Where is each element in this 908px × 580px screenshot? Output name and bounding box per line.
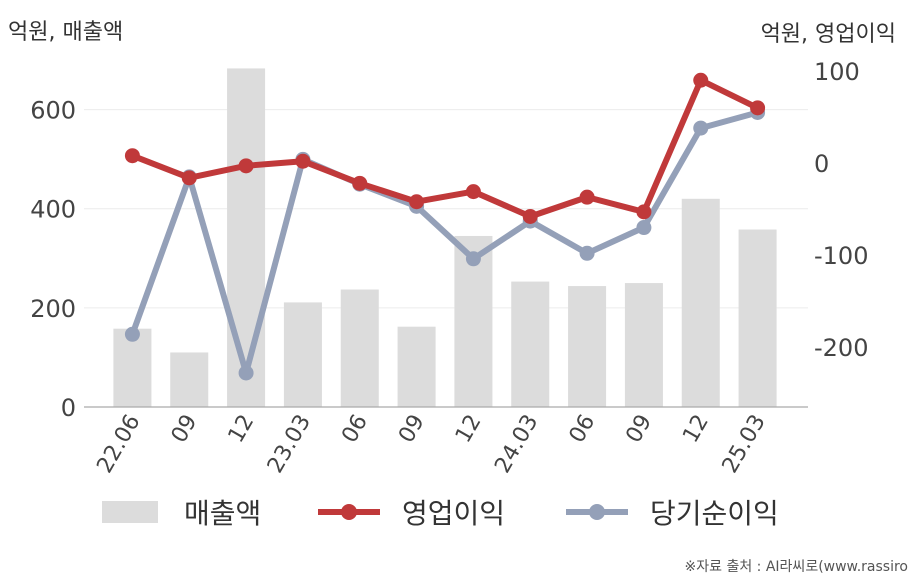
x-tick-label: 12 <box>451 411 487 448</box>
data-point <box>693 72 709 88</box>
x-tick-label: 12 <box>224 411 260 448</box>
data-point <box>579 189 595 205</box>
data-point <box>522 208 538 224</box>
data-point <box>295 153 311 169</box>
right-tick-label: 100 <box>814 58 860 86</box>
series-line <box>129 77 761 220</box>
data-point <box>181 170 197 186</box>
data-point <box>636 220 652 236</box>
bar <box>511 281 550 407</box>
bar <box>170 352 209 407</box>
legend-item-net-income: 당기순이익 <box>566 492 779 532</box>
right-axis-ticks: -200 -100 0 100 <box>814 58 868 362</box>
left-axis-ticks: 0 200 400 600 <box>30 97 76 422</box>
data-point <box>465 184 481 200</box>
legend-label-sales: 매출액 <box>184 497 262 530</box>
left-tick-label: 600 <box>30 97 76 125</box>
data-point <box>465 251 481 267</box>
right-tick-label: -200 <box>814 334 868 362</box>
data-point <box>238 365 254 381</box>
right-tick-label: -100 <box>814 242 868 270</box>
sales-bars <box>113 68 777 408</box>
series-line <box>129 109 761 376</box>
x-tick-label: 24.03 <box>490 411 543 478</box>
data-point <box>124 326 140 342</box>
left-tick-label: 400 <box>30 196 76 224</box>
data-point <box>579 245 595 261</box>
left-tick-label: 200 <box>30 295 76 323</box>
left-tick-label: 0 <box>61 394 76 422</box>
x-tick-label: 09 <box>394 411 430 448</box>
right-axis-unit-label: 억원, 영업이익 <box>760 22 896 47</box>
x-tick-label: 25.03 <box>718 411 771 478</box>
legend-item-operating-profit: 영업이익 <box>318 492 505 532</box>
x-axis-ticks: 22.06 09 12 23.03 06 09 12 24.03 06 09 12 25.03 <box>92 411 770 478</box>
profit-lines <box>124 72 766 381</box>
data-point <box>409 194 425 210</box>
x-tick-label: 09 <box>621 411 657 448</box>
bar <box>624 283 663 407</box>
data-point <box>352 175 368 191</box>
x-tick-label: 12 <box>678 411 714 448</box>
bar <box>283 302 322 407</box>
bar <box>227 68 266 408</box>
bar <box>397 326 436 407</box>
legend-label-net-income: 당기순이익 <box>650 497 779 530</box>
x-tick-label: 22.06 <box>92 411 145 478</box>
bar <box>738 229 777 407</box>
left-axis-unit-label: 억원, 매출액 <box>8 20 124 45</box>
legend-swatch-sales <box>102 501 158 523</box>
bar <box>681 198 720 407</box>
bar <box>340 289 379 407</box>
right-tick-label: 0 <box>814 150 829 178</box>
bar <box>568 286 607 407</box>
legend-swatch-net-income <box>566 504 628 520</box>
data-point <box>636 204 652 220</box>
x-tick-label: 06 <box>565 411 601 448</box>
data-point <box>238 158 254 174</box>
data-point <box>124 148 140 164</box>
x-tick-label: 23.03 <box>263 411 316 478</box>
x-tick-label: 06 <box>337 411 373 448</box>
x-tick-label: 09 <box>167 411 203 448</box>
legend-swatch-operating-profit <box>318 504 380 520</box>
source-note: ※자료 출처 : AI라씨로(www.rassiro <box>684 559 908 575</box>
data-point <box>693 120 709 136</box>
legend-label-operating-profit: 영업이익 <box>402 497 506 530</box>
data-point <box>750 100 766 116</box>
legend-item-sales: 매출액 <box>102 492 261 532</box>
